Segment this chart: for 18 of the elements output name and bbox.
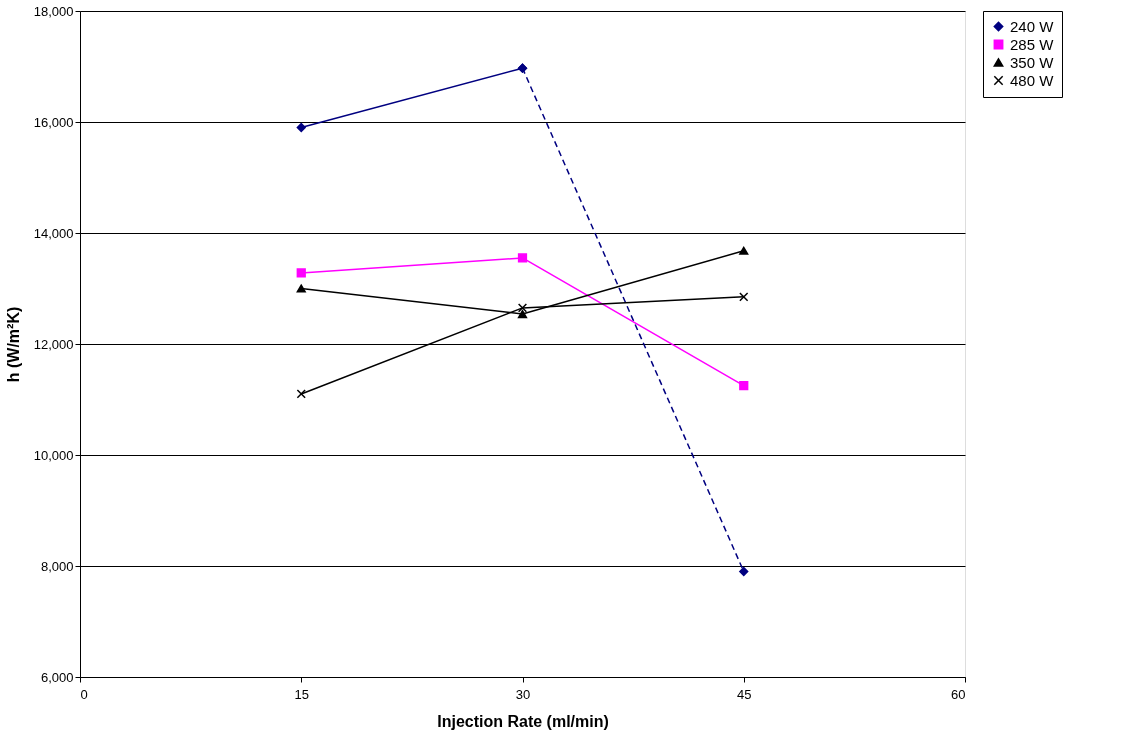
y-tick-label: 16,000 [33,114,74,130]
legend-label: 350 W [1010,53,1055,71]
y-tick-label: 18,000 [33,3,74,19]
legend-label: 480 W [1010,71,1055,89]
legend-label: 240 W [1010,17,1055,35]
x-axis-title: Injection Rate (ml/min) [437,712,609,730]
x-tick-label: 0 [80,686,88,702]
y-tick-label: 14,000 [33,225,74,241]
x-tick-label: 15 [294,686,309,702]
y-tick-label: 10,000 [33,447,74,463]
x-tick-label: 60 [951,686,966,702]
y-tick-label: 12,000 [33,336,74,352]
x-tick-label: 30 [515,686,531,702]
y-tick-label: 6,000 [40,669,74,685]
legend-label: 285 W [1010,35,1055,53]
x-tick-label: 45 [737,686,752,702]
y-axis-title: h (W/m²K) [4,306,22,383]
y-tick-label: 8,000 [40,558,74,574]
